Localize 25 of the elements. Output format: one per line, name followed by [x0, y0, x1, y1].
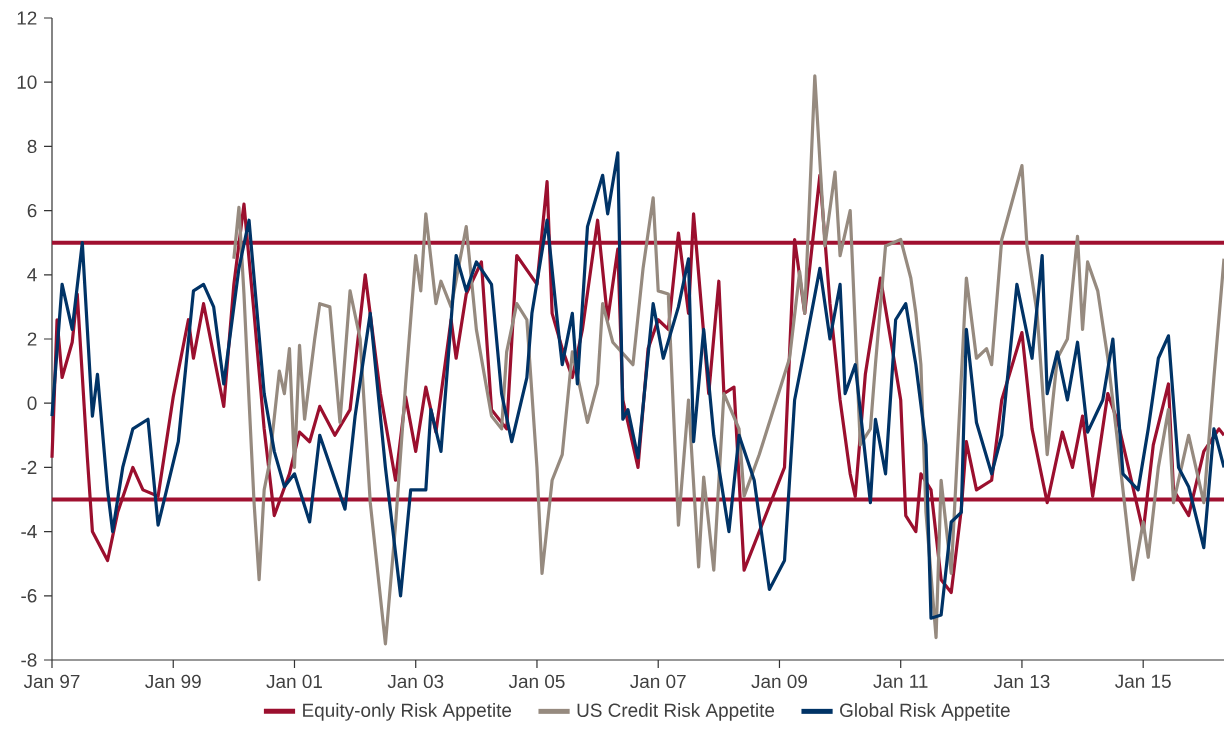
- y-tick-label: 12: [17, 11, 37, 25]
- y-tick-label: 6: [27, 203, 37, 218]
- y-tick-label: -8: [21, 653, 37, 667]
- x-tick-label: Jan 11: [873, 674, 928, 688]
- x-tick-label: Jan 97: [23, 674, 80, 689]
- y-tick-label: 2: [27, 332, 37, 346]
- x-tick-label: Jan 15: [1115, 674, 1171, 688]
- x-tick-label: Jan 03: [387, 674, 444, 689]
- x-tick-label: Jan 07: [630, 674, 686, 689]
- y-tick-label: 10: [17, 75, 37, 89]
- line-series: [232, 74, 1224, 646]
- y-tick-label: 0: [27, 396, 37, 410]
- x-tick-label: Jan 99: [145, 674, 201, 689]
- x-tick-label: Jan 05: [508, 674, 565, 689]
- x-tick-label: Jan 09: [751, 674, 807, 689]
- legend-label: US Credit Risk Appetite: [577, 703, 775, 721]
- y-tick-label: 4: [27, 268, 37, 282]
- y-tick-label: -4: [21, 525, 37, 539]
- y-tick-label: -6: [21, 589, 37, 603]
- legend-label: Equity-only Risk Appetite: [303, 703, 512, 721]
- x-tick-label: Jan 01: [266, 674, 322, 689]
- y-tick-label: -2: [21, 460, 37, 475]
- y-tick-label: 8: [27, 139, 37, 154]
- x-tick-label: Jan 13: [993, 674, 1050, 689]
- legend-label: Global Risk Appetite: [840, 703, 1010, 721]
